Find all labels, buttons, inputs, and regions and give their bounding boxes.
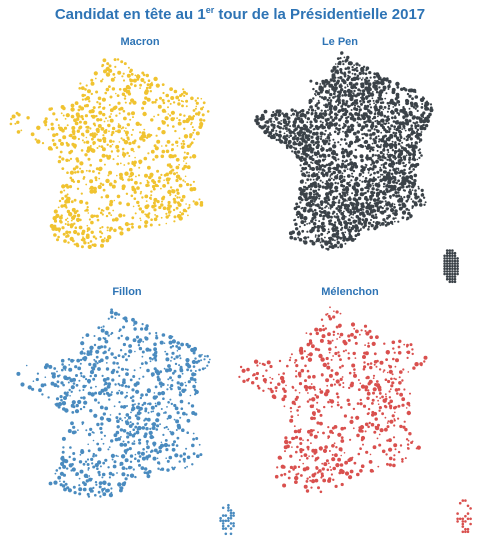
map-title-prefix: Candidat en tête au 1 <box>54 6 206 23</box>
map-macron <box>9 58 210 249</box>
map-title-superscript: er <box>205 5 215 15</box>
map-lepen <box>254 51 459 284</box>
label-lepen: Le Pen <box>321 36 359 48</box>
label-fillon: Fillon <box>112 286 142 298</box>
label-macron: Macron <box>120 36 160 48</box>
map-fillon <box>16 308 235 536</box>
map-melenchon <box>238 306 472 534</box>
map-title: Candidat en tête au 1er tour de la Prési… <box>0 5 480 24</box>
label-melenchon: Mélenchon <box>321 286 379 298</box>
map-title-suffix: tour de la Présidentielle 2017 <box>214 6 426 23</box>
